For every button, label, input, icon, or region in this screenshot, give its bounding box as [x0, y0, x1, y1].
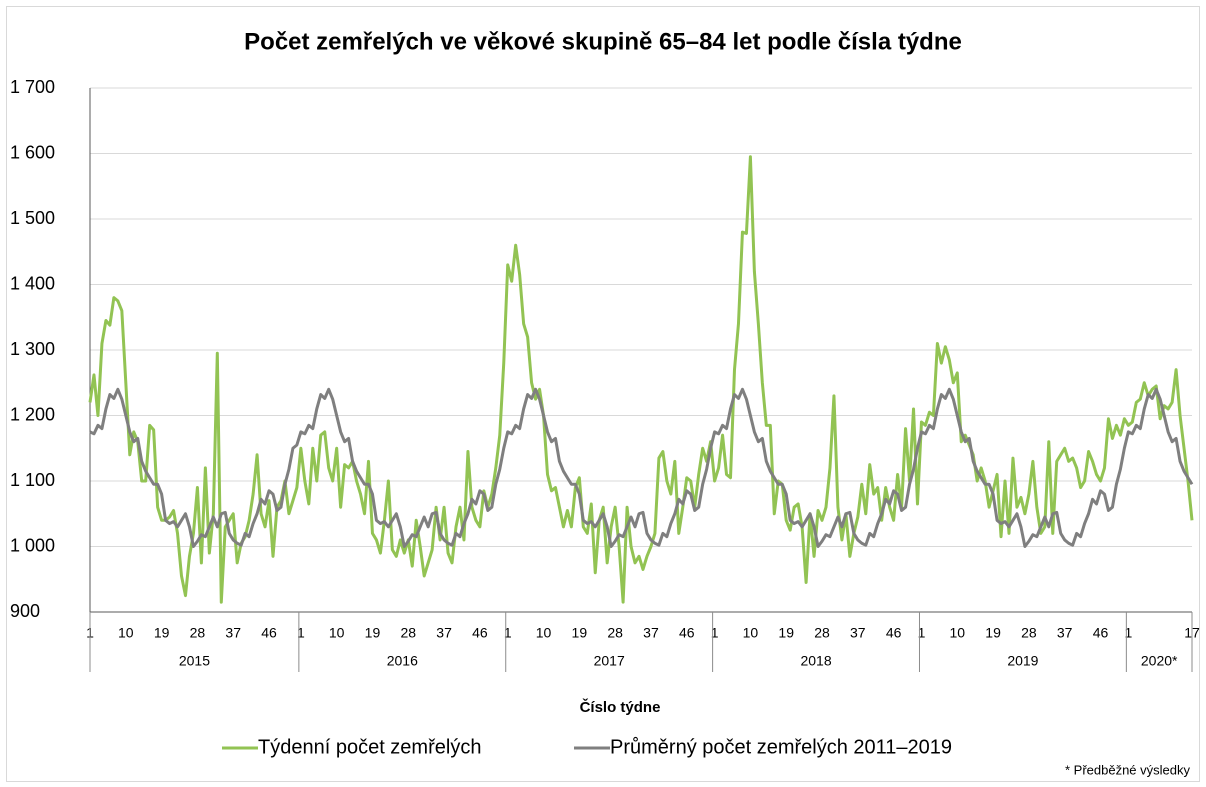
y-tick-label: 1 600 [10, 142, 55, 162]
x-tick-label: 10 [536, 625, 552, 641]
x-tick-label: 10 [118, 625, 134, 641]
x-tick-label: 46 [679, 625, 695, 641]
y-tick-label: 900 [10, 601, 40, 621]
group-label: 2017 [594, 653, 625, 669]
x-tick-label: 19 [572, 625, 588, 641]
x-tick-label: 19 [154, 625, 170, 641]
x-tick-label: 28 [400, 625, 416, 641]
x-tick-label: 37 [225, 625, 241, 641]
x-tick-label: 46 [261, 625, 277, 641]
x-tick-label: 19 [365, 625, 381, 641]
y-tick-label: 1 700 [10, 77, 55, 97]
x-tick-label: 37 [850, 625, 866, 641]
group-label: 2015 [179, 653, 210, 669]
group-label: 2018 [800, 653, 831, 669]
y-tick-label: 1 500 [10, 208, 55, 228]
y-tick-label: 1 300 [10, 339, 55, 359]
x-axis-label: Číslo týdne [580, 698, 661, 716]
x-tick-label: 19 [985, 625, 1001, 641]
x-tick-label: 28 [190, 625, 206, 641]
legend-label: Průměrný počet zemřelých 2011–2019 [610, 736, 952, 758]
x-tick-label: 10 [743, 625, 759, 641]
x-tick-label: 1 [1124, 625, 1132, 641]
x-tick-label: 28 [1021, 625, 1037, 641]
y-tick-label: 1 100 [10, 470, 55, 490]
x-tick-label: 37 [643, 625, 659, 641]
x-tick-label: 1 [918, 625, 926, 641]
x-tick-label: 37 [1057, 625, 1073, 641]
x-tick-label: 28 [814, 625, 830, 641]
footnote: * Předběžné výsledky [1065, 762, 1191, 777]
y-tick-label: 1 200 [10, 404, 55, 424]
x-tick-label: 37 [436, 625, 452, 641]
x-tick-label: 1 [504, 625, 512, 641]
group-label: 2020* [1141, 653, 1178, 669]
x-tick-label: 1 [297, 625, 305, 641]
chart-border [6, 6, 1200, 782]
x-tick-label: 28 [607, 625, 623, 641]
x-tick-label: 46 [1093, 625, 1109, 641]
x-tick-label: 10 [949, 625, 965, 641]
x-tick-label: 1 [711, 625, 719, 641]
series-line [89, 387, 1194, 548]
legend-label: Týdenní počet zemřelých [258, 736, 481, 758]
y-tick-label: 1 000 [10, 535, 55, 555]
x-tick-label: 19 [778, 625, 794, 641]
y-tick-label: 1 400 [10, 273, 55, 293]
group-label: 2016 [387, 653, 418, 669]
group-label: 2019 [1007, 653, 1038, 669]
x-tick-label: 10 [329, 625, 345, 641]
chart-title: Počet zemřelých ve věkové skupině 65–84 … [244, 28, 962, 55]
x-tick-label: 46 [886, 625, 902, 641]
x-tick-label: 46 [472, 625, 488, 641]
